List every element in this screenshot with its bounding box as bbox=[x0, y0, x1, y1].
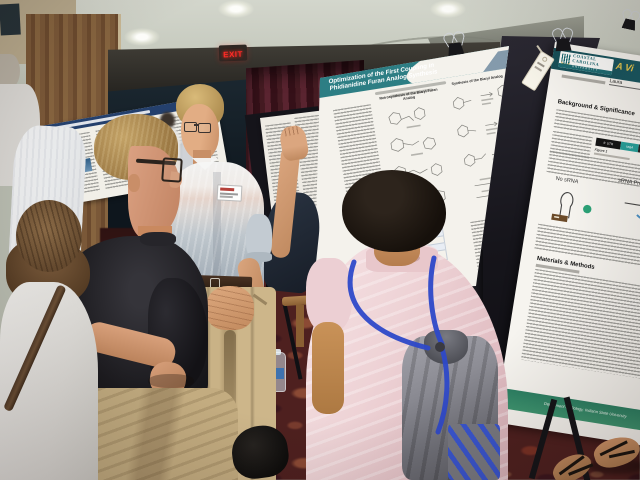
eyeglasses-lens bbox=[161, 157, 183, 183]
wall-artwork bbox=[0, 3, 21, 36]
lens bbox=[198, 123, 211, 133]
backpack-stripe-panel bbox=[448, 424, 500, 480]
sleeve-cuff bbox=[246, 252, 272, 262]
name-tag bbox=[216, 184, 243, 202]
ceiling-light bbox=[218, 0, 254, 18]
arm bbox=[312, 322, 344, 414]
finger-lines bbox=[281, 125, 301, 137]
glasses-bridge bbox=[194, 124, 199, 126]
woman-hair-bun bbox=[16, 200, 82, 272]
lens bbox=[184, 122, 197, 132]
exit-sign: EXIT bbox=[218, 44, 248, 62]
exit-sign-label: EXIT bbox=[223, 49, 244, 60]
tag-hole bbox=[541, 55, 549, 63]
name-tag-text-placeholder bbox=[219, 194, 233, 198]
pink-sleeve bbox=[306, 258, 352, 332]
wooden-easel-part bbox=[296, 305, 304, 347]
eyeglasses bbox=[183, 121, 211, 133]
tag-text-placeholder bbox=[534, 65, 543, 72]
gene-label: sagA bbox=[620, 141, 640, 153]
poster-bullet-list bbox=[520, 268, 640, 384]
attendee-gray-hair-head bbox=[0, 54, 20, 88]
poster-right: COASTAL CAROLINA UNIVERSITY A Vi Laura B… bbox=[494, 42, 640, 450]
binder-clip bbox=[441, 30, 466, 60]
srna-mechanism-diagram bbox=[551, 192, 640, 224]
ceiling-light bbox=[430, 0, 466, 18]
ceiling-light bbox=[124, 28, 160, 46]
water-bottle-label bbox=[272, 368, 284, 379]
clasped-hands bbox=[206, 286, 254, 330]
student-pink-polo-hair bbox=[342, 170, 446, 252]
binder-clip bbox=[550, 26, 575, 54]
ear bbox=[128, 174, 140, 192]
pocket-shadow bbox=[148, 374, 194, 388]
backpack-cords bbox=[347, 255, 450, 435]
shirt-placket bbox=[213, 172, 221, 294]
name-tag-header bbox=[220, 187, 235, 191]
polo-collar bbox=[140, 232, 176, 246]
sandal-strap bbox=[608, 449, 635, 459]
